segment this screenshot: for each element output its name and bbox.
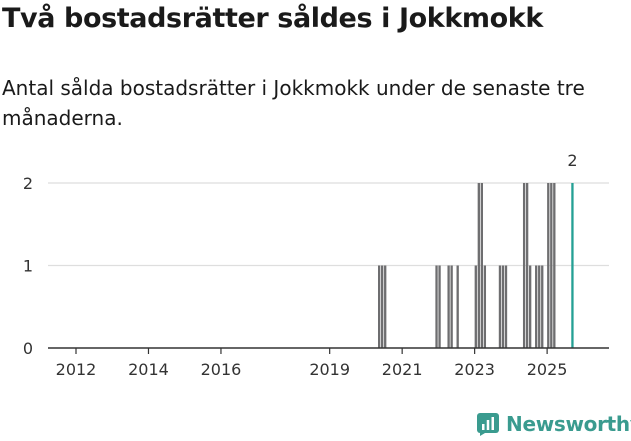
bar [447,265,450,348]
brand-logo: Newsworthy [476,407,631,441]
bar [498,265,502,348]
x-tick-label: 2025 [527,360,568,379]
bar [480,183,483,348]
x-tick-label: 2021 [382,360,423,379]
bar [522,183,526,348]
bar [456,265,459,348]
bar [378,265,381,348]
chart-subtitle: Antal sålda bostadsrätter i Jokkmokk und… [2,76,585,130]
bar [547,183,550,348]
bar [525,183,529,348]
bar [541,265,544,348]
chart-title: Två bostadsrätter såldes i Jokkmokk [2,3,543,34]
bar-chart: 0 1 2 2 2012 2014 2016 2019 2021 2023 2025 [0,145,631,390]
bar [438,265,441,348]
y-tick-label: 2 [23,174,33,193]
bar [501,265,505,348]
bar [450,265,453,348]
highlight-data-label: 2 [567,151,577,170]
x-tick-label: 2014 [128,360,169,379]
y-tick-label: 0 [23,339,33,358]
bar [504,265,508,348]
bar [538,265,541,348]
x-tick-label: 2023 [454,360,495,379]
y-tick-label: 1 [23,257,33,276]
bar [529,265,532,348]
newsworthy-logo-icon [477,413,499,436]
bar [550,183,553,348]
bar-chart-svg: 0 1 2 2 2012 2014 2016 2019 2021 2023 2025 [23,151,609,379]
x-tick-label: 2016 [201,360,242,379]
bar [474,265,477,348]
bar [381,265,384,348]
bar [535,265,538,348]
x-tick-label: 2012 [56,360,97,379]
bar [483,265,487,348]
highlight-bar [571,183,574,348]
bar [553,183,556,348]
brand-name: Newsworthy [506,412,631,436]
bar [435,265,438,348]
bar [384,265,387,348]
x-tick-label: 2019 [309,360,350,379]
bar [477,183,480,348]
